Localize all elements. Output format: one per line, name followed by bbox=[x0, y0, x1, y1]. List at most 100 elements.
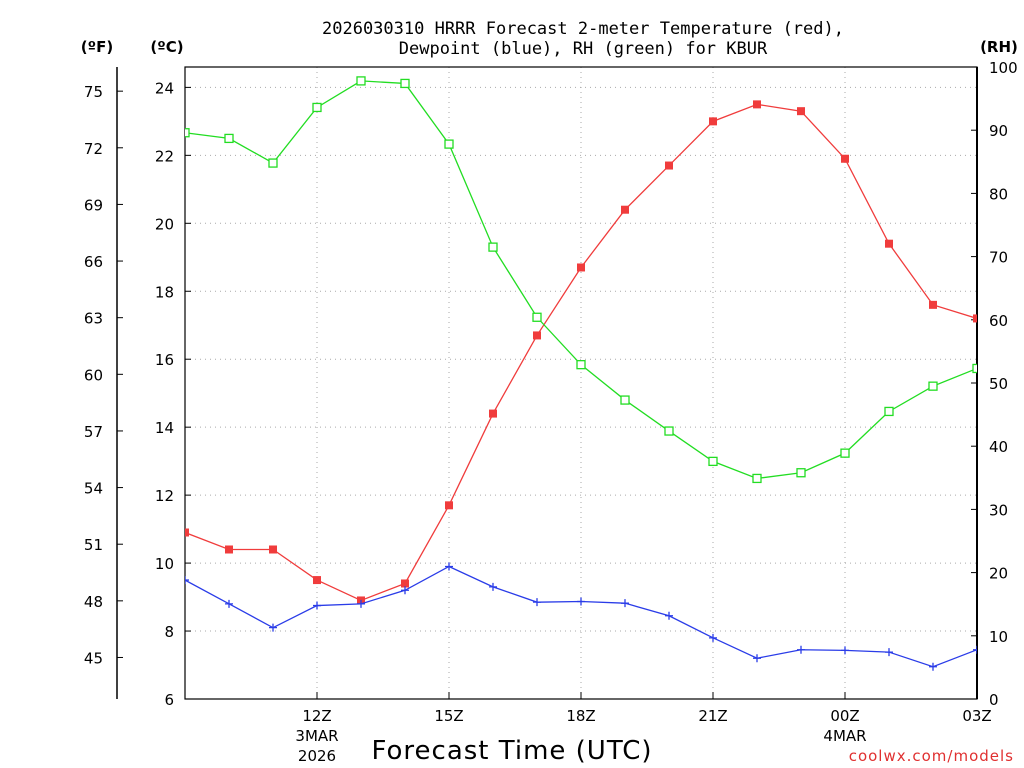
2-meter-temperature-point bbox=[621, 205, 629, 214]
fahrenheit-tick-label: 66 bbox=[84, 253, 103, 271]
celsius-tick-label: 18 bbox=[155, 283, 174, 301]
x-tick-label: 15Z bbox=[434, 707, 463, 725]
rh-point bbox=[972, 363, 977, 374]
2-meter-temperature-point bbox=[533, 331, 541, 340]
dewpoint-point bbox=[973, 645, 977, 654]
fahrenheit-tick-label: 45 bbox=[84, 649, 103, 667]
x-tick-date-label: 3MAR bbox=[295, 727, 338, 745]
dewpoint-point bbox=[357, 599, 365, 608]
fahrenheit-tick-label: 72 bbox=[84, 140, 103, 158]
rh-point bbox=[884, 406, 894, 417]
rh-tick-label: 0 bbox=[989, 691, 999, 709]
x-tick-date-label: 4MAR bbox=[823, 727, 866, 745]
fahrenheit-tick-label: 60 bbox=[84, 366, 103, 384]
dewpoint-point bbox=[185, 576, 189, 585]
tick-labels: 6 8 10 12 14 16 18 20 22 24 45 48 51 54 57 60 63 66 69 72 75… bbox=[84, 59, 1018, 765]
rh-point bbox=[532, 312, 542, 322]
2-meter-temperature-point bbox=[885, 239, 893, 248]
2-meter-temperature-point bbox=[401, 579, 409, 588]
dewpoint-point bbox=[797, 645, 805, 654]
celsius-tick-label: 6 bbox=[164, 691, 174, 709]
dewpoint-point bbox=[401, 586, 409, 595]
2-meter-temperature-point bbox=[797, 107, 805, 116]
celsius-tick-label: 22 bbox=[155, 147, 174, 165]
fahrenheit-tick-label: 48 bbox=[84, 593, 103, 611]
rh-point bbox=[796, 468, 806, 478]
dewpoint-line bbox=[185, 565, 977, 668]
celsius-tick-label: 12 bbox=[155, 487, 174, 505]
2-meter-temperature-point bbox=[225, 545, 233, 554]
2-meter-temperature-point bbox=[929, 300, 937, 309]
celsius-tick-label: 8 bbox=[164, 623, 174, 641]
2-meter-temperature-point bbox=[269, 545, 277, 554]
rh-tick-label: 20 bbox=[989, 565, 1008, 583]
2-meter-temperature-line bbox=[185, 103, 977, 602]
chart-axes bbox=[116, 66, 978, 700]
fahrenheit-tick-label: 51 bbox=[84, 536, 103, 554]
dewpoint-point bbox=[885, 648, 893, 657]
rh-point bbox=[1017, 354, 1024, 362]
rh-tick-label: 90 bbox=[989, 122, 1008, 140]
rh-point bbox=[356, 76, 366, 86]
2-meter-temperature-point bbox=[753, 100, 761, 109]
rh-point bbox=[400, 78, 410, 89]
rh-tick-label: 100 bbox=[989, 59, 1018, 77]
2-meter-temperature-point bbox=[313, 576, 321, 585]
celsius-tick-label: 16 bbox=[155, 351, 174, 369]
dewpoint-point bbox=[533, 598, 541, 607]
x-tick-label: 12Z bbox=[302, 707, 331, 725]
2-meter-temperature-point bbox=[973, 314, 977, 323]
dewpoint-point bbox=[577, 597, 585, 606]
fahrenheit-tick-label: 57 bbox=[84, 423, 103, 441]
celsius-tick-label: 10 bbox=[155, 555, 174, 573]
2-meter-temperature-point bbox=[185, 528, 189, 537]
dewpoint-point bbox=[841, 646, 849, 655]
2-meter-temperature-point bbox=[445, 501, 453, 510]
fahrenheit-tick-label: 75 bbox=[84, 83, 103, 101]
rh-tick-label: 80 bbox=[989, 185, 1008, 203]
rh-point bbox=[444, 139, 454, 149]
rh-tick-label: 60 bbox=[989, 312, 1008, 330]
rh-tick-label: 40 bbox=[989, 438, 1008, 456]
rh-tick-label: 10 bbox=[989, 628, 1008, 646]
rh-point bbox=[224, 133, 234, 144]
credit-text: coolwx.com/models bbox=[849, 747, 1014, 765]
rh-tick-label: 30 bbox=[989, 501, 1008, 519]
rh-point bbox=[708, 456, 718, 467]
chart-title-line2: Dewpoint (blue), RH (green) for KBUR bbox=[399, 39, 768, 59]
rh-point bbox=[268, 158, 278, 168]
rh-point bbox=[928, 381, 938, 391]
2-meter-temperature-point bbox=[1017, 318, 1024, 326]
2-meter-temperature-point bbox=[665, 161, 673, 170]
x-tick-label: 18Z bbox=[566, 707, 595, 725]
dewpoint-point bbox=[313, 601, 321, 610]
celsius-tick-label: 14 bbox=[155, 419, 174, 437]
dewpoint-point bbox=[445, 562, 453, 571]
x-tick-label: 00Z bbox=[830, 707, 859, 725]
fahrenheit-tick-label: 63 bbox=[84, 310, 103, 328]
fahrenheit-unit-label: (ºF) bbox=[81, 38, 113, 56]
data-series bbox=[185, 76, 1024, 671]
rh-point bbox=[576, 360, 586, 370]
rh-line bbox=[185, 80, 977, 480]
dewpoint-point bbox=[621, 599, 629, 608]
2-meter-temperature-point bbox=[841, 154, 849, 163]
celsius-tick-label: 24 bbox=[155, 79, 174, 97]
rh-tick-label: 50 bbox=[989, 375, 1008, 393]
series-layer bbox=[185, 76, 1024, 671]
rh-point bbox=[312, 102, 322, 113]
dewpoint-point bbox=[269, 623, 277, 632]
dewpoint-point bbox=[489, 582, 497, 591]
rh-point bbox=[840, 448, 850, 458]
rh-point bbox=[488, 242, 498, 252]
dewpoint-point bbox=[1017, 641, 1024, 649]
rh-point bbox=[185, 128, 190, 138]
2-meter-temperature-point bbox=[489, 409, 497, 418]
chart-title-line1: 2026030310 HRRR Forecast 2-meter Tempera… bbox=[322, 19, 844, 39]
rh-point bbox=[620, 395, 630, 405]
celsius-unit-label: (ºC) bbox=[150, 38, 183, 56]
fahrenheit-tick-label: 54 bbox=[84, 480, 103, 498]
2-meter-temperature-point bbox=[577, 263, 585, 272]
dewpoint-point bbox=[753, 654, 761, 663]
